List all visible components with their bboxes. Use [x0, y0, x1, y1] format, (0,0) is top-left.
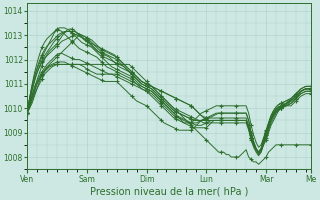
X-axis label: Pression niveau de la mer( hPa ): Pression niveau de la mer( hPa ) [90, 187, 248, 197]
